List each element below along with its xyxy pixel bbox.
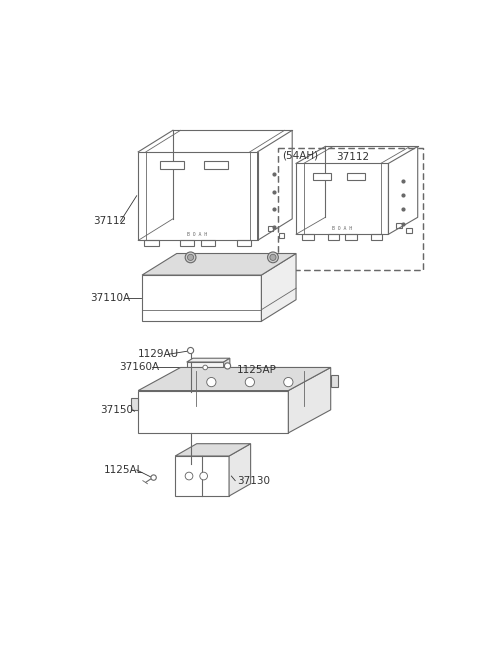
Circle shape	[225, 363, 230, 369]
Bar	[328, 234, 339, 239]
Polygon shape	[142, 253, 296, 275]
Polygon shape	[138, 390, 288, 433]
Bar	[345, 234, 357, 239]
Bar	[204, 161, 228, 169]
Polygon shape	[175, 443, 251, 456]
Polygon shape	[224, 358, 230, 373]
Circle shape	[188, 348, 193, 354]
Bar	[144, 240, 159, 246]
Text: B O A H: B O A H	[332, 226, 352, 231]
Bar	[371, 234, 382, 239]
Polygon shape	[187, 362, 224, 373]
Bar	[160, 161, 183, 169]
Circle shape	[207, 377, 216, 387]
Text: 37130: 37130	[237, 476, 270, 485]
Circle shape	[267, 252, 278, 263]
Bar	[312, 173, 331, 180]
Bar	[201, 240, 215, 246]
Bar	[279, 233, 285, 238]
Bar	[267, 226, 273, 231]
Text: 37112: 37112	[336, 152, 369, 162]
Polygon shape	[262, 253, 296, 321]
Text: B O A H: B O A H	[187, 232, 207, 237]
Circle shape	[188, 255, 193, 260]
Circle shape	[185, 472, 193, 480]
Circle shape	[185, 252, 196, 263]
Text: 37150: 37150	[100, 405, 132, 415]
Text: 37112: 37112	[94, 216, 127, 226]
Bar	[406, 228, 411, 234]
Text: (54AH): (54AH)	[282, 151, 318, 161]
Text: 37110A: 37110A	[90, 293, 131, 303]
Circle shape	[284, 377, 293, 387]
Polygon shape	[142, 275, 262, 321]
Text: 1125AP: 1125AP	[237, 365, 276, 375]
Circle shape	[151, 475, 156, 480]
Bar	[180, 240, 194, 246]
Polygon shape	[138, 367, 331, 390]
Bar	[131, 398, 138, 410]
Bar	[331, 375, 338, 387]
Bar	[347, 173, 365, 180]
Polygon shape	[288, 367, 331, 433]
Bar	[237, 240, 252, 246]
Circle shape	[203, 365, 207, 370]
Polygon shape	[187, 358, 230, 362]
Text: 1125AL: 1125AL	[104, 465, 143, 475]
Circle shape	[270, 255, 276, 260]
Bar	[302, 234, 314, 239]
Text: 37160A: 37160A	[119, 363, 159, 373]
Circle shape	[200, 472, 207, 480]
Text: 1129AU: 1129AU	[138, 350, 180, 359]
Polygon shape	[175, 456, 229, 496]
Polygon shape	[229, 443, 251, 496]
Bar	[396, 222, 402, 228]
Circle shape	[245, 377, 254, 387]
